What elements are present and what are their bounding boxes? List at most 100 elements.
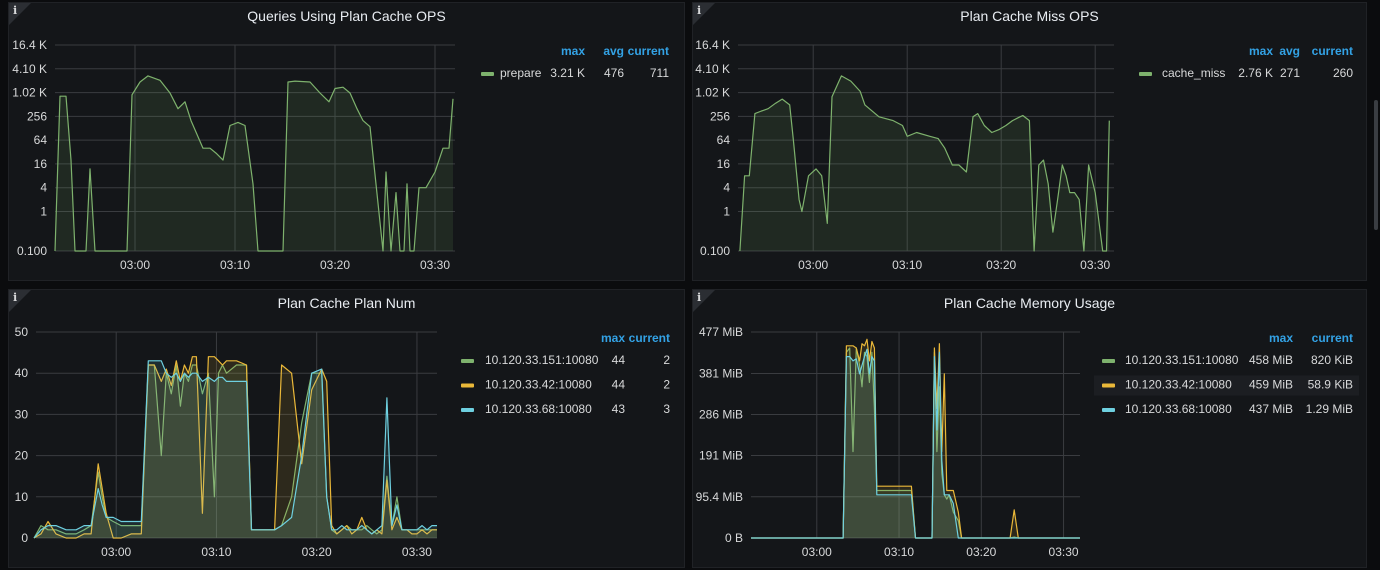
legend-swatch [1102, 408, 1115, 412]
legend-header-avg: avg [1279, 44, 1300, 58]
legend-header-max: max [1269, 331, 1293, 345]
y-tick-label: 381 MiB [699, 366, 743, 380]
y-tick-label: 4 [723, 181, 730, 195]
y-tick-label: 20 [15, 449, 29, 463]
info-corner[interactable] [9, 3, 31, 25]
legend-value-current: 260 [1333, 66, 1353, 80]
legend-series-name: cache_miss [1162, 66, 1225, 80]
x-tick-label: 03:10 [884, 545, 914, 559]
legend-value-max: 44 [612, 378, 626, 392]
x-tick-label: 03:00 [798, 258, 828, 272]
legend-swatch [481, 72, 494, 76]
series-area [34, 356, 437, 538]
x-tick-label: 03:00 [101, 545, 131, 559]
x-tick-label: 03:20 [320, 258, 350, 272]
legend-header-avg: avg [603, 44, 624, 58]
series-line [33, 360, 437, 539]
legend-header-current: current [1312, 44, 1353, 58]
x-tick-label: 03:00 [120, 258, 150, 272]
legend-series-name: prepare [500, 66, 542, 80]
y-tick-label: 0 [21, 531, 28, 545]
info-icon[interactable]: i [697, 291, 702, 304]
legend-value-current: 3 [663, 402, 670, 416]
info-icon[interactable]: i [13, 291, 18, 304]
y-tick-label: 4.10 K [12, 62, 47, 76]
series-area [739, 75, 1110, 252]
info-corner[interactable] [693, 3, 715, 25]
series-area [751, 349, 1080, 538]
panel-plan-cache-memory: i Plan Cache Memory Usage 477 MiB 381 MiB… [692, 289, 1367, 568]
y-tick-label: 4.10 K [695, 62, 730, 76]
legend-value-avg: 476 [604, 66, 624, 80]
y-tick-label: 40 [15, 366, 29, 380]
series-area [751, 339, 1080, 538]
x-tick-label: 03:20 [302, 545, 332, 559]
y-tick-label: 1.02 K [695, 86, 730, 100]
series-area [34, 365, 437, 538]
y-tick-label: 64 [717, 133, 731, 147]
legend-value-current: 1.29 MiB [1306, 402, 1353, 416]
legend-value-max: 2.76 K [1238, 66, 1273, 80]
y-tick-label: 0.100 [700, 244, 730, 258]
legend-value-max: 3.21 K [550, 66, 585, 80]
x-tick-label: 03:00 [802, 545, 832, 559]
y-tick-label: 256 [710, 109, 730, 123]
info-corner[interactable] [9, 290, 31, 312]
panel-title[interactable]: Plan Cache Plan Num [277, 295, 416, 311]
panel-queries-using-plan-cache: i Queries Using Plan Cache OPS 16.4 K 4.1… [8, 2, 685, 281]
y-tick-label: 4 [40, 181, 47, 195]
series-line [751, 347, 1080, 539]
x-tick-label: 03:20 [966, 545, 996, 559]
info-icon[interactable]: i [697, 4, 702, 17]
legend-header-current: current [629, 331, 670, 345]
legend-row-highlight [1094, 375, 1359, 396]
legend-swatch [461, 408, 474, 412]
panel-title[interactable]: Plan Cache Miss OPS [960, 8, 1099, 24]
chart-queries-using-plan-cache[interactable]: 16.4 K 4.10 K 1.02 K 256 64 16 4 1 0.100 03:00 03:… [9, 3, 686, 282]
legend-value-avg: 271 [1280, 66, 1300, 80]
legend-series-name: 10.120.33.68:10080 [1125, 402, 1232, 416]
x-tick-label: 03:10 [201, 545, 231, 559]
y-tick-label: 16 [34, 157, 48, 171]
legend-header-max: max [561, 44, 585, 58]
y-tick-label: 30 [15, 407, 29, 421]
series-line [739, 75, 1110, 252]
y-tick-label: 1 [40, 204, 47, 218]
y-tick-label: 191 MiB [699, 449, 743, 463]
y-tick-label: 16.4 K [695, 38, 730, 52]
series-line [751, 348, 1080, 539]
legend-value-max: 459 MiB [1249, 378, 1293, 392]
y-tick-label: 95.4 MiB [696, 490, 743, 504]
legend-series-name: 10.120.33.42:10080 [1125, 378, 1232, 392]
x-tick-label: 03:30 [402, 545, 432, 559]
series-line [54, 75, 454, 252]
panel-title[interactable]: Queries Using Plan Cache OPS [247, 8, 446, 24]
legend-header-max: max [1249, 44, 1273, 58]
chart-plan-cache-memory[interactable]: 477 MiB 381 MiB 286 MiB 191 MiB 95.4 MiB 0 B 0… [693, 290, 1368, 569]
legend-series-name: 10.120.33.151:10080 [1125, 353, 1239, 367]
x-tick-label: 03:30 [1080, 258, 1110, 272]
panel-plan-cache-miss: i Plan Cache Miss OPS 16.4 K 4.10 K 1.02 K… [692, 2, 1367, 281]
legend-value-current: 58.9 KiB [1308, 378, 1353, 392]
legend-swatch [461, 359, 474, 363]
legend-value-current: 2 [663, 378, 670, 392]
y-tick-label: 0 B [725, 531, 743, 545]
chart-plan-cache-plan-num[interactable]: 50 40 30 20 10 0 03:00 03:10 03:20 03:30 max curren… [9, 290, 686, 569]
series-area [55, 75, 453, 252]
panel-plan-cache-plan-num: i Plan Cache Plan Num 50 40 30 20 10 0 03:00 03… [8, 289, 685, 568]
y-tick-label: 286 MiB [699, 407, 743, 421]
legend-value-max: 458 MiB [1249, 353, 1293, 367]
chart-plan-cache-miss[interactable]: 16.4 K 4.10 K 1.02 K 256 64 16 4 1 0.100 03:00 03:… [693, 3, 1368, 282]
legend-header-max: max [601, 331, 625, 345]
x-tick-label: 03:20 [986, 258, 1016, 272]
series-area [751, 348, 1080, 538]
panel-title[interactable]: Plan Cache Memory Usage [943, 295, 1116, 311]
legend-swatch [1102, 383, 1115, 388]
legend-series-name: 10.120.33.42:10080 [485, 378, 592, 392]
y-tick-label: 50 [15, 325, 29, 339]
legend-swatch [1139, 72, 1152, 76]
page-scrollbar[interactable] [1374, 100, 1378, 230]
legend-value-current: 2 [663, 353, 670, 367]
info-corner[interactable] [693, 290, 715, 312]
info-icon[interactable]: i [13, 4, 18, 17]
